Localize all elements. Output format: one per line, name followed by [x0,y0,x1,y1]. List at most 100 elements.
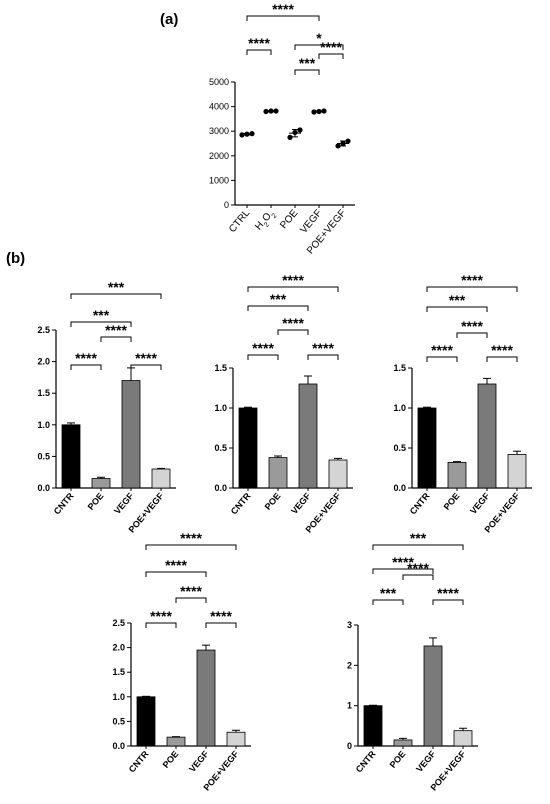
significance-label: **** [282,272,304,288]
bar [136,696,156,747]
significance-label: **** [75,350,97,366]
significance-label: **** [165,557,187,573]
y-tick-label: 1.0 [214,403,227,413]
x-tick-label: VEGF [187,748,211,774]
y-tick-label: 4000 [209,102,229,112]
y-tick-label: 1.0 [393,403,406,413]
y-tick-label: 3 [347,620,352,630]
data-point [316,108,322,115]
bar [268,457,288,489]
x-tick-label: CNTR [408,490,432,516]
data-point [292,129,298,136]
significance-bracket [246,15,320,21]
y-tick-label: 0 [224,200,229,210]
x-tick-label: POE [263,491,283,512]
significance-label: **** [407,560,429,576]
y-tick-label: 1.0 [112,692,125,702]
significance-bracket [426,286,518,292]
significance-bracket [402,574,434,580]
x-tick-label: H2O2 [253,208,278,234]
significance-label: **** [180,583,202,599]
bar [423,645,443,747]
significance-bracket [432,599,464,605]
significance-label: *** [108,279,125,295]
bar [477,383,497,489]
panel-label-a: (a) [160,11,178,28]
significance-label: *** [449,292,466,308]
bar [226,731,246,747]
data-point [273,108,279,114]
y-tick-label: 1.5 [37,388,50,398]
panel-label-b: (b) [6,250,25,267]
y-tick-label: 0.5 [393,443,406,453]
significance-bracket [246,49,272,55]
significance-bracket [145,571,207,577]
bar [328,459,348,489]
x-tick-label: CTRL [227,208,252,235]
significance-bracket [70,364,102,370]
significance-label: * [316,30,322,46]
y-tick-label: 2.5 [37,325,50,335]
x-tick-label: VEGF [289,490,313,516]
x-tick-label: POE [278,208,300,232]
significance-label: **** [392,554,414,570]
x-tick-label: CNTR [354,748,378,774]
bar [91,478,111,489]
significance-label: *** [380,585,397,601]
significance-bracket [247,305,309,311]
bar [298,383,318,489]
bar [417,407,437,489]
bar [121,380,141,489]
y-tick-label: 0.0 [112,741,125,751]
significance-label: **** [272,1,294,17]
data-point [340,140,346,147]
significance-bracket [372,544,464,550]
x-tick-label: VEGF [468,490,492,516]
data-point [287,134,293,140]
significance-bracket [100,336,132,342]
significance-bracket [145,622,177,628]
bar [238,407,258,489]
y-tick-label: 0.0 [214,483,227,493]
bar [393,739,413,747]
significance-label: **** [320,39,342,55]
data-point [345,138,351,144]
data-point [335,143,341,149]
significance-bracket [372,568,434,574]
data-point [297,127,303,133]
significance-bracket [277,329,309,335]
significance-label: *** [93,307,110,323]
data-point [249,131,255,137]
y-tick-label: 0.0 [393,483,406,493]
bar [196,649,216,747]
x-tick-label: POE [161,749,181,770]
significance-bracket [318,53,344,59]
significance-label: **** [437,585,459,601]
x-tick-label: CNTR [229,490,253,516]
significance-bracket [130,364,162,370]
data-point [239,132,245,138]
significance-label: *** [299,55,316,71]
significance-bracket [175,597,207,603]
significance-label: **** [461,272,483,288]
data-point [263,108,269,115]
x-tick-label: CNTR [127,748,151,774]
data-point [311,109,317,115]
y-tick-label: 2 [347,660,352,670]
y-tick-label: 0 [347,741,352,751]
significance-bracket [145,544,237,550]
y-tick-label: 3000 [209,126,229,136]
bar [507,453,527,489]
bar [447,461,467,489]
x-tick-label: POE [442,491,462,512]
bar [166,736,186,747]
y-tick-label: 2.0 [112,643,125,653]
significance-bracket [70,293,162,299]
significance-bracket [247,354,279,360]
significance-bracket [294,69,320,75]
